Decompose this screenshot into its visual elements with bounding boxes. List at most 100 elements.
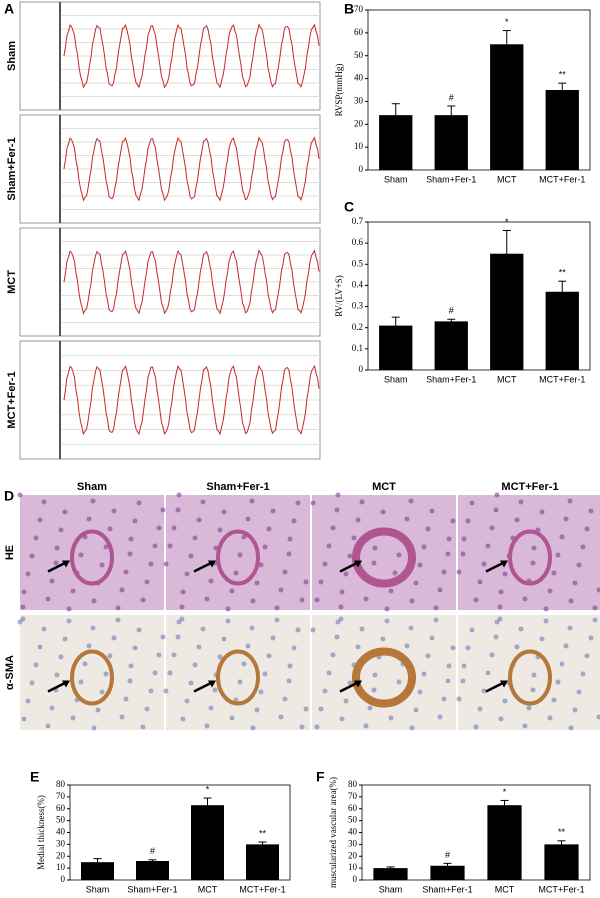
cell	[287, 536, 293, 542]
y-tick-label: 50	[348, 815, 358, 825]
cell	[335, 492, 341, 498]
cell	[217, 527, 223, 533]
cell	[372, 672, 378, 678]
significance-mark: **	[559, 268, 567, 278]
cell	[497, 616, 503, 622]
cell	[572, 707, 578, 713]
cell	[266, 526, 272, 532]
histology-image	[20, 495, 164, 610]
cell	[334, 507, 340, 513]
cell	[115, 617, 121, 623]
panel-label: C	[344, 199, 354, 215]
cell	[473, 597, 479, 603]
cell	[380, 636, 386, 642]
cell	[310, 627, 316, 633]
cell	[127, 678, 133, 684]
cell	[584, 526, 590, 532]
cell	[493, 507, 499, 513]
cell	[563, 643, 569, 649]
trace-label: Sham+Fer-1	[6, 137, 18, 200]
cell	[404, 516, 410, 522]
cell	[249, 625, 255, 631]
y-tick-label: 80	[348, 779, 358, 789]
cell	[204, 596, 210, 602]
cell	[136, 627, 142, 633]
cell	[148, 688, 154, 694]
y-tick-label: 50	[56, 815, 66, 825]
cell	[446, 663, 452, 669]
vessel	[70, 529, 114, 586]
y-tick-label: 40	[354, 73, 364, 83]
cell	[171, 652, 177, 658]
bar	[434, 115, 468, 170]
cell	[355, 517, 361, 523]
trace-label: Sham	[6, 41, 18, 71]
bar	[545, 90, 579, 170]
y-axis-label: muscularized vascular area(%)	[328, 777, 338, 888]
column-header: MCT	[372, 481, 396, 493]
column-header: Sham+Fer-1	[206, 481, 269, 493]
cell	[580, 671, 586, 677]
cell	[29, 680, 35, 686]
cell	[49, 705, 55, 711]
cell	[531, 545, 537, 551]
vessel	[216, 529, 260, 586]
histology-image	[166, 615, 310, 730]
cell	[441, 696, 447, 702]
histology-image	[166, 495, 310, 610]
cell	[241, 534, 247, 540]
cell	[212, 687, 218, 693]
cell	[343, 698, 349, 704]
bar	[430, 865, 465, 880]
cell	[132, 518, 138, 524]
cell	[127, 551, 133, 557]
cell	[456, 696, 462, 702]
cell	[465, 518, 471, 524]
cell	[163, 688, 169, 694]
cell	[355, 644, 361, 650]
cell	[539, 636, 545, 642]
x-tick-label: Sham+Fer-1	[127, 884, 177, 894]
cell	[41, 626, 47, 632]
cell	[119, 587, 125, 593]
vessel	[508, 649, 552, 706]
cell	[167, 543, 173, 549]
x-tick-label: Sham+Fer-1	[422, 884, 472, 894]
cell	[572, 580, 578, 586]
cell	[29, 553, 35, 559]
cell	[303, 579, 309, 585]
cell	[266, 653, 272, 659]
cell	[167, 670, 173, 676]
cell	[450, 518, 456, 524]
cell	[477, 579, 483, 585]
cell	[254, 707, 260, 713]
y-axis-label: RVSP(mmHg)	[334, 64, 344, 117]
bar	[373, 868, 408, 880]
cell	[502, 698, 508, 704]
cell	[295, 500, 301, 506]
cell	[270, 508, 276, 514]
cell	[33, 535, 39, 541]
x-tick-label: Sham	[384, 374, 408, 384]
cell	[425, 526, 431, 532]
x-tick-label: MCT+Fer-1	[539, 174, 585, 184]
cell	[152, 670, 158, 676]
cell	[237, 552, 243, 558]
cell	[25, 571, 31, 577]
cell	[559, 534, 565, 540]
cell	[559, 661, 565, 667]
cell	[37, 517, 43, 523]
arrow-head	[208, 560, 216, 568]
y-tick-label: 40	[56, 827, 66, 837]
panel-label: B	[344, 1, 354, 17]
column-header: MCT+Fer-1	[501, 481, 558, 493]
y-tick-label: 10	[56, 862, 66, 872]
y-tick-label: 20	[354, 118, 364, 128]
cell	[95, 707, 101, 713]
cell	[461, 663, 467, 669]
cell	[404, 643, 410, 649]
cell	[494, 492, 500, 498]
cell	[469, 500, 475, 506]
cell	[119, 714, 125, 720]
cell	[338, 604, 344, 610]
